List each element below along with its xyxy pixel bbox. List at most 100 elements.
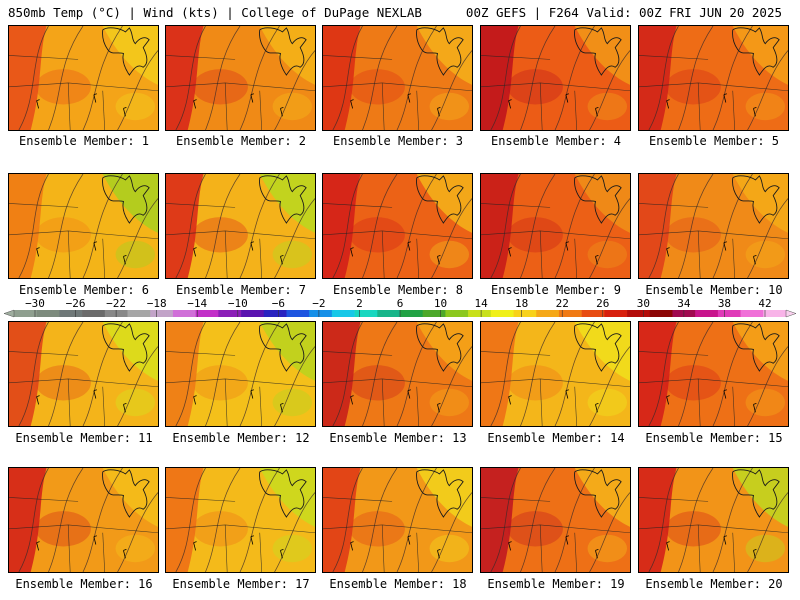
state-border: [323, 497, 393, 502]
great-lakes-outline: [416, 175, 464, 224]
height-contour: [648, 26, 679, 130]
cool-region: [272, 92, 313, 121]
warm-region: [323, 468, 361, 572]
warm-region: [665, 365, 721, 401]
wind-barb: [123, 255, 127, 265]
state-border: [481, 230, 630, 240]
wind-barb: [280, 403, 284, 413]
height-contour: [589, 50, 630, 130]
map-title: 850mb Temp (°C) | Wind (kts) | College o…: [8, 5, 422, 20]
state-border: [166, 351, 236, 356]
height-contour: [205, 174, 241, 278]
ensemble-member-label: Ensemble Member: 15: [645, 431, 783, 445]
state-border: [381, 524, 385, 572]
ensemble-panel: [638, 25, 789, 131]
height-contour: [274, 198, 315, 278]
wind-barb: [250, 93, 254, 103]
state-border: [732, 532, 736, 572]
height-contour: [431, 346, 472, 426]
warm-region: [665, 217, 721, 253]
ensemble-panel: [480, 25, 631, 131]
ensemble-member-label: Ensemble Member: 5: [648, 134, 780, 148]
warm-region: [166, 174, 204, 278]
color-swatch: [536, 310, 560, 317]
wind-barb: [437, 549, 441, 559]
height-contour: [362, 26, 398, 130]
state-border: [323, 55, 393, 60]
height-contour: [678, 174, 714, 278]
wind-barb: [93, 93, 97, 103]
cool-region: [259, 322, 315, 381]
warm-region: [9, 468, 47, 572]
state-border: [323, 203, 393, 208]
great-lakes-outline: [259, 175, 307, 224]
state-border: [481, 497, 551, 502]
great-lakes-outline: [102, 27, 150, 76]
height-contour: [712, 322, 753, 426]
cool-region: [745, 240, 786, 269]
height-contour: [239, 322, 280, 426]
colorbar-tick-label: −18: [147, 297, 167, 310]
state-border: [259, 90, 263, 130]
wind-barb: [753, 549, 757, 559]
cool-region: [259, 174, 315, 233]
temperature-map: [639, 468, 788, 572]
ensemble-panel: [638, 467, 789, 573]
temperature-map: [481, 26, 630, 130]
state-border: [539, 230, 543, 278]
great-lakes-outline: [732, 469, 780, 518]
ensemble-member-label: Ensemble Member: 16: [15, 577, 153, 591]
ensemble-panel: [165, 173, 316, 279]
state-border: [539, 524, 543, 572]
height-contour: [589, 492, 630, 572]
great-lakes-outline: [416, 323, 464, 372]
height-contour: [520, 174, 556, 278]
height-contour: [678, 322, 714, 426]
warm-region: [192, 69, 248, 105]
warm-region: [35, 365, 91, 401]
state-border: [323, 351, 393, 356]
colorbar-tick-label: 14: [474, 297, 488, 310]
warm-region: [35, 511, 91, 547]
wind-barb: [508, 99, 512, 109]
ensemble-panel: [8, 173, 159, 279]
colorbar-tick-label: −10: [228, 297, 248, 310]
height-contour: [82, 174, 123, 278]
color-swatch: [695, 310, 719, 317]
state-border: [732, 90, 736, 130]
cool-region: [416, 174, 472, 233]
cool-region: [102, 26, 158, 85]
height-contour: [239, 174, 280, 278]
cool-region: [102, 322, 158, 381]
state-border: [481, 203, 551, 208]
state-border: [639, 524, 788, 534]
state-border: [539, 82, 543, 130]
temperature-map: [639, 174, 788, 278]
warm-region: [665, 511, 721, 547]
wind-barb: [407, 389, 411, 399]
cool-region: [587, 534, 628, 563]
color-swatch: [82, 310, 106, 317]
wind-barb: [723, 389, 727, 399]
state-border: [9, 55, 79, 60]
height-contour: [648, 468, 679, 572]
cool-region: [272, 388, 313, 417]
wind-barb: [36, 247, 40, 257]
warm-region: [507, 217, 563, 253]
ensemble-panel: [322, 467, 473, 573]
ensemble-panel: [322, 321, 473, 427]
state-border: [102, 532, 106, 572]
great-lakes-outline: [259, 27, 307, 76]
warm-region: [349, 365, 405, 401]
state-border: [9, 230, 158, 240]
ensemble-panel: [165, 467, 316, 573]
color-swatch: [763, 310, 787, 317]
cool-region: [587, 240, 628, 269]
cool-region: [574, 26, 630, 85]
temperature-map: [9, 468, 158, 572]
wind-barb: [595, 403, 599, 413]
state-border: [639, 203, 709, 208]
state-border: [224, 230, 228, 278]
temperature-map: [639, 322, 788, 426]
height-contour: [396, 468, 437, 572]
